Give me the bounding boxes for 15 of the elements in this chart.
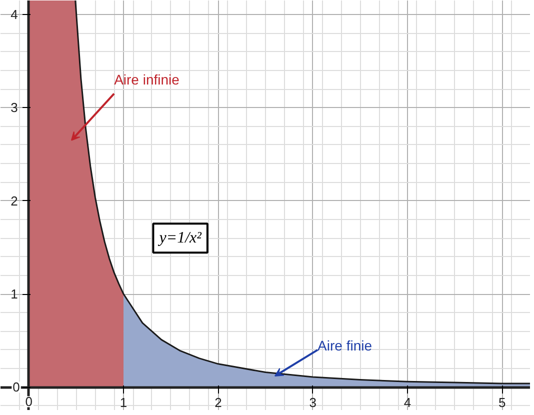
annotation: Aire finie [318, 337, 372, 354]
x-tick-label: 2 [214, 395, 222, 410]
x-tick-label: 3 [309, 395, 316, 410]
y-tick-label: 1 [10, 286, 18, 302]
y-tick-label: 3 [10, 100, 18, 116]
annotation: y=1/x² [157, 230, 203, 247]
x-tick-label: 0 [25, 394, 33, 410]
y-tick-label: 2 [10, 193, 18, 208]
line-series [74, 0, 530, 384]
x-tick-label: 5 [498, 395, 506, 410]
annotation: Aire infinie [114, 72, 180, 88]
y-tick-label: 4 [10, 6, 18, 22]
x-tick-label: 1 [120, 395, 128, 410]
y-tick-label: 0 [12, 380, 20, 395]
x-tick-label: 4 [404, 395, 412, 410]
